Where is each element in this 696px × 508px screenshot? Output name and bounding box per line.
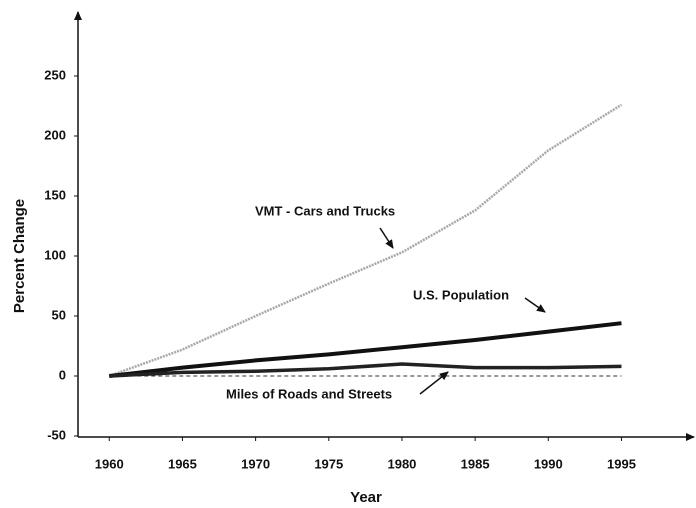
- y-tick-label: 200: [44, 127, 66, 142]
- x-tick-label: 1970: [241, 456, 270, 471]
- y-tick-label: 50: [52, 307, 66, 322]
- y-tick-label: -50: [47, 427, 66, 442]
- x-tick-label: 1960: [95, 456, 124, 471]
- x-tick-label: 1965: [168, 456, 197, 471]
- y-tick-label: 0: [59, 367, 66, 382]
- series-annotation: Miles of Roads and Streets: [226, 386, 392, 401]
- x-axis-label: Year: [350, 489, 382, 506]
- series-annotation: U.S. Population: [413, 287, 509, 302]
- x-tick-label: 1995: [607, 456, 636, 471]
- annotation-arrow: [419, 371, 449, 395]
- series-annotation: VMT - Cars and Trucks: [255, 203, 395, 218]
- x-tick-label: 1985: [461, 456, 490, 471]
- line-series: [109, 362, 622, 378]
- line-series: [108, 103, 623, 378]
- y-tick-label: 100: [44, 247, 66, 262]
- annotation-arrow: [524, 297, 546, 313]
- annotation-arrow: [379, 227, 394, 249]
- y-tick-label: 250: [44, 67, 66, 82]
- y-tick-label: 150: [44, 187, 66, 202]
- line-series: [109, 321, 622, 378]
- y-axis-label: Percent Change: [11, 199, 28, 313]
- x-tick-label: 1990: [534, 456, 563, 471]
- x-tick-label: 1975: [314, 456, 343, 471]
- x-tick-label: 1980: [387, 456, 416, 471]
